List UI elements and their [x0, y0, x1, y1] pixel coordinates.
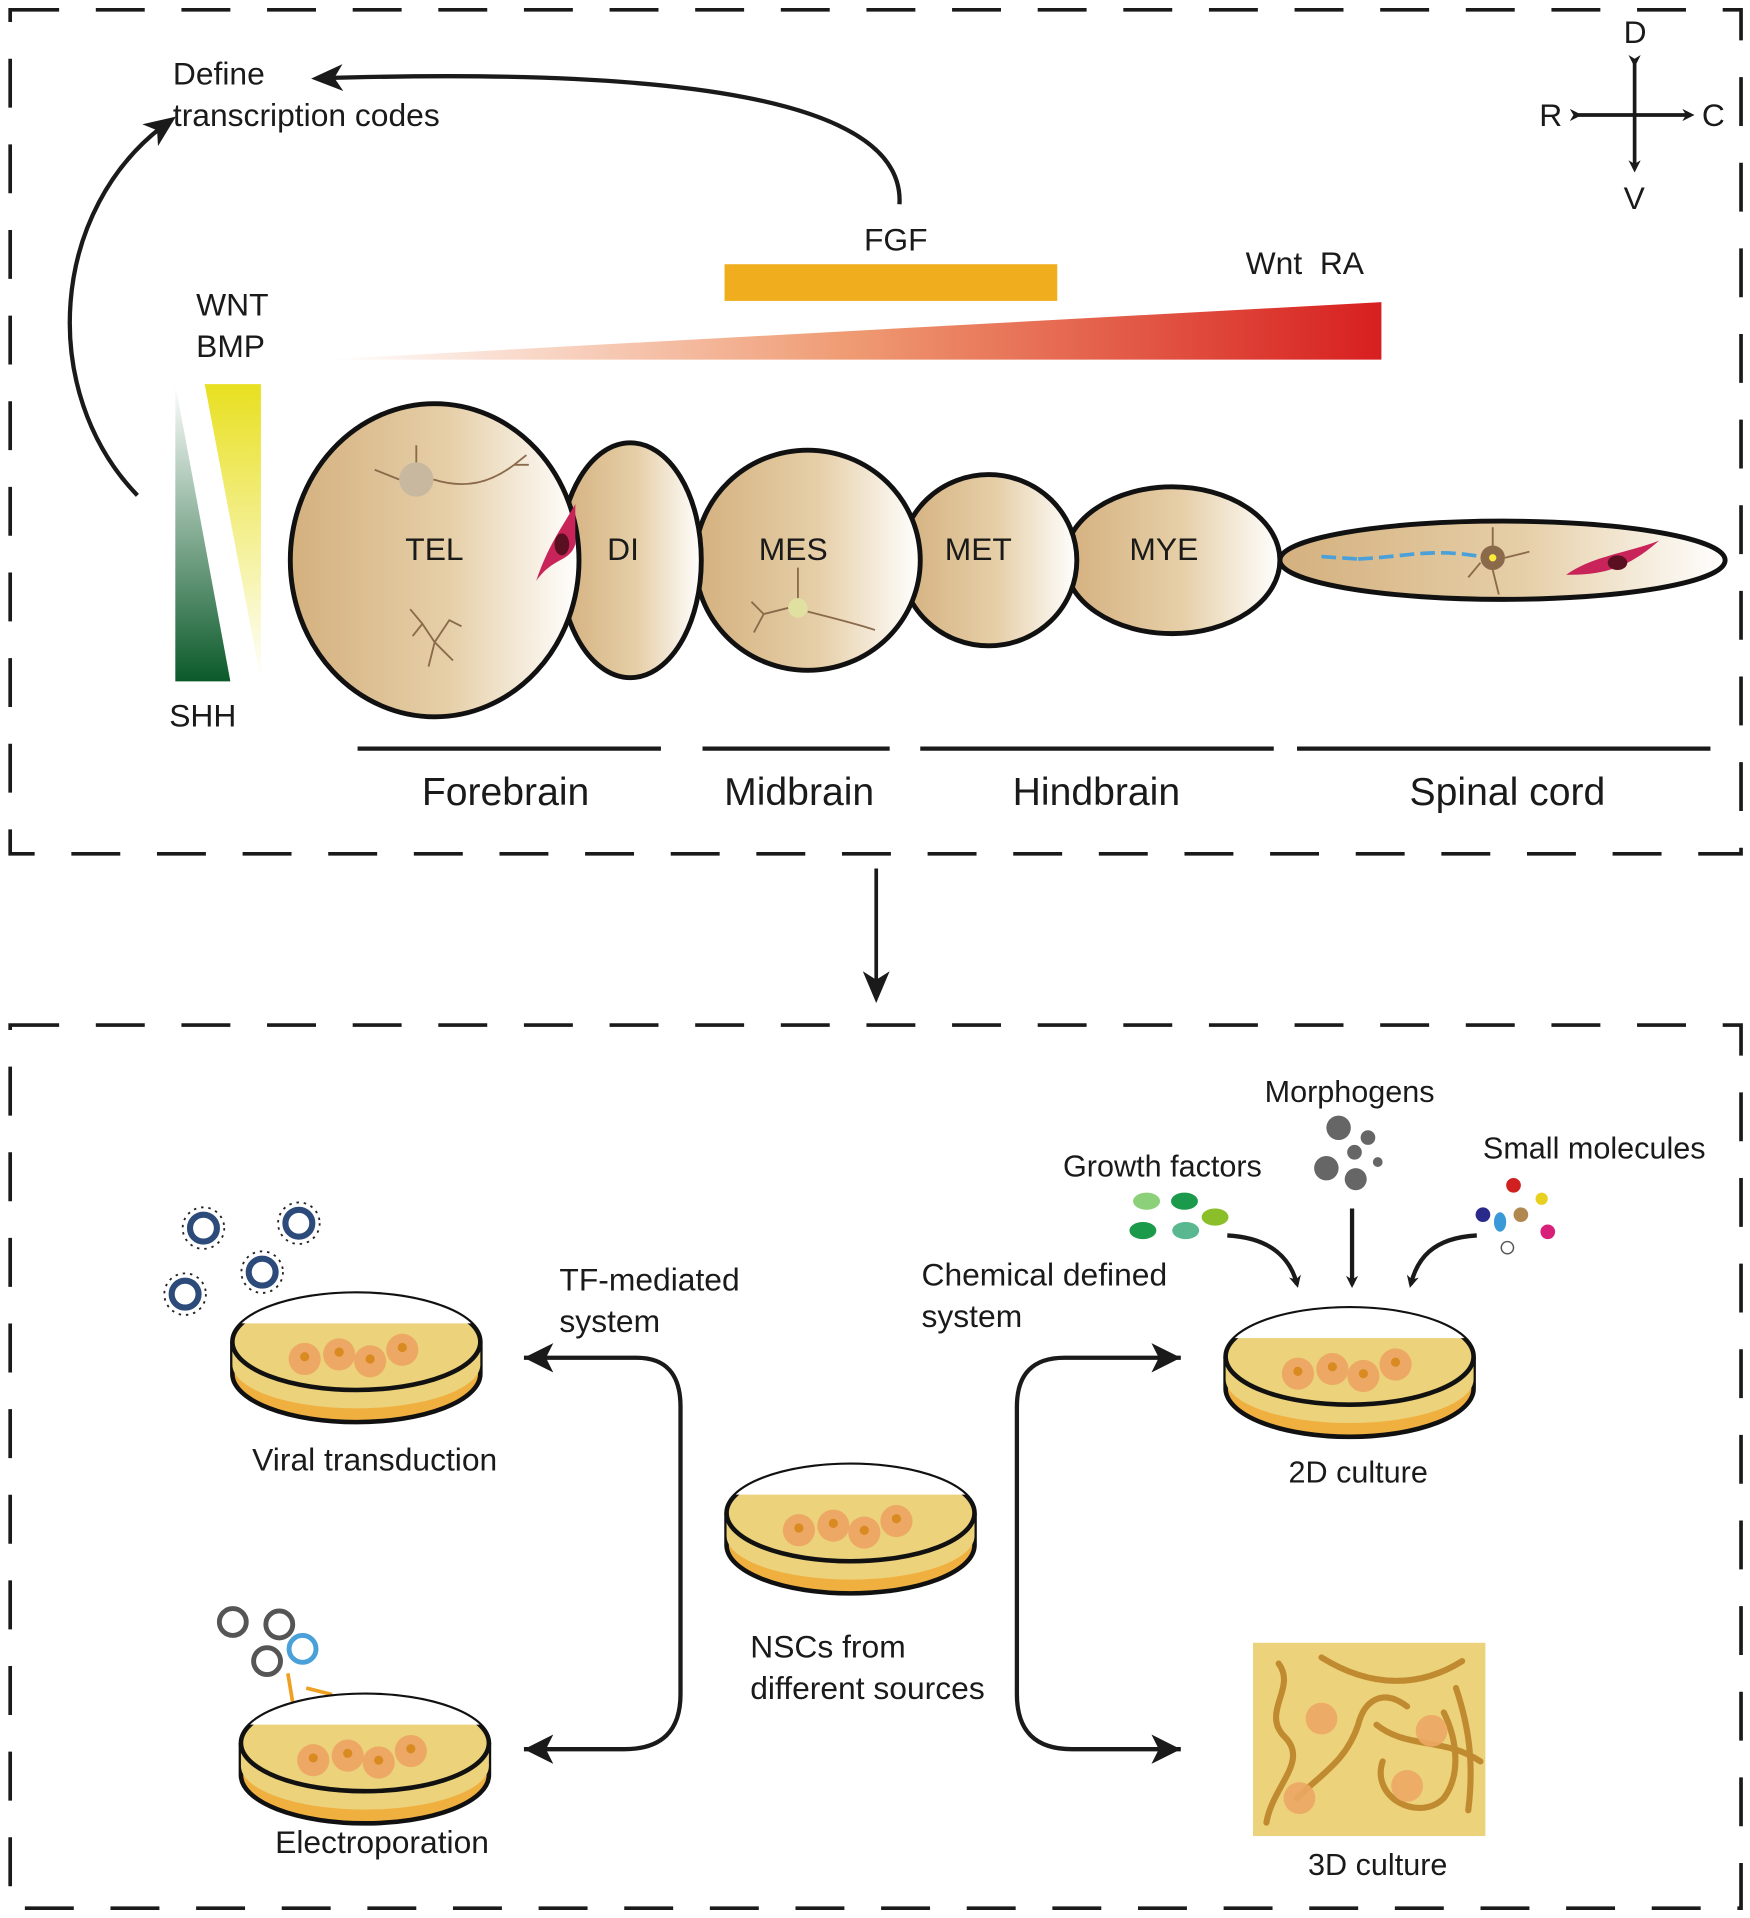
radial-glia-nucleus — [554, 533, 570, 556]
small-molecules-label: Small molecules — [1483, 1131, 1706, 1165]
plasmids — [216, 1606, 319, 1678]
wnt-ra-gradient — [324, 302, 1382, 360]
bottom-panel-border — [8, 1023, 1743, 1911]
caudal-label: C — [1702, 97, 1725, 133]
fgf-label: FGF — [864, 222, 928, 258]
region-di: DI — [607, 531, 639, 567]
spinal-glia-nucleus — [1607, 555, 1628, 571]
division-forebrain: Forebrain — [422, 771, 589, 814]
wnt-ra-label: Wnt RA — [1246, 245, 1365, 281]
chem-branch-arrows — [1014, 1355, 1181, 1752]
nsc-label-line1: NSCs from — [750, 1628, 905, 1664]
small-molecule-arrow — [1406, 1233, 1477, 1288]
division-spinal-cord: Spinal cord — [1410, 771, 1606, 814]
tf-arrowheads — [523, 1343, 554, 1764]
region-met: MET — [945, 531, 1012, 567]
tel-segment — [287, 401, 582, 720]
ventral-label: V — [1624, 180, 1646, 216]
wnt-label: WNT — [196, 287, 268, 323]
region-tel: TEL — [405, 531, 463, 567]
region-mes: MES — [759, 531, 828, 567]
define-label-line1: Define — [173, 55, 265, 91]
growth-factor-icons — [1129, 1192, 1229, 1240]
division-midbrain: Midbrain — [724, 771, 874, 814]
tf-branch-arrows — [523, 1355, 683, 1752]
shh-gradient — [175, 384, 231, 682]
nsc-label-line2: different sources — [750, 1670, 985, 1706]
neuron-icons — [374, 445, 1530, 667]
electroporation-dish — [241, 1695, 489, 1824]
viral-transduction-label: Viral transduction — [252, 1441, 497, 1477]
culture-2d-label: 2D culture — [1288, 1456, 1427, 1490]
culture-3d-label: 3D culture — [1308, 1848, 1447, 1882]
morphogen-icons — [1314, 1115, 1383, 1191]
tf-label-line2: system — [559, 1303, 660, 1339]
growth-factors-label: Growth factors — [1063, 1150, 1262, 1184]
chem-arrowheads — [1151, 1343, 1181, 1764]
chem-label-line1: Chemical defined — [921, 1257, 1167, 1293]
fgf-bar — [724, 264, 1058, 301]
electroporation-label: Electroporation — [275, 1824, 489, 1860]
tf-label-line1: TF-mediated — [559, 1261, 739, 1297]
shh-to-codes-arrow — [67, 116, 176, 497]
virus-particles — [163, 1201, 321, 1316]
neural-tube: TEL DI MES MET MYE — [287, 401, 1728, 720]
axis-compass: D V R C — [1539, 14, 1725, 216]
define-label-line2: transcription codes — [173, 97, 440, 133]
viral-dish — [232, 1293, 480, 1422]
nsc-dish — [727, 1465, 975, 1594]
culture-2d-dish — [1226, 1308, 1474, 1437]
chem-label-line2: system — [921, 1298, 1022, 1334]
dorsal-label: D — [1624, 14, 1647, 50]
small-molecule-icons — [1475, 1177, 1556, 1255]
region-mye: MYE — [1129, 531, 1198, 567]
rostral-label: R — [1539, 97, 1562, 133]
bmp-label: BMP — [196, 328, 265, 364]
fgf-to-codes-arrow — [311, 64, 902, 205]
shh-label: SHH — [169, 698, 236, 734]
top-panel-border — [8, 7, 1743, 856]
culture-3d-matrix — [1252, 1642, 1486, 1837]
morphogens-label: Morphogens — [1265, 1075, 1435, 1109]
growth-arrow — [1227, 1233, 1301, 1288]
division-hindbrain: Hindbrain — [1013, 771, 1180, 814]
